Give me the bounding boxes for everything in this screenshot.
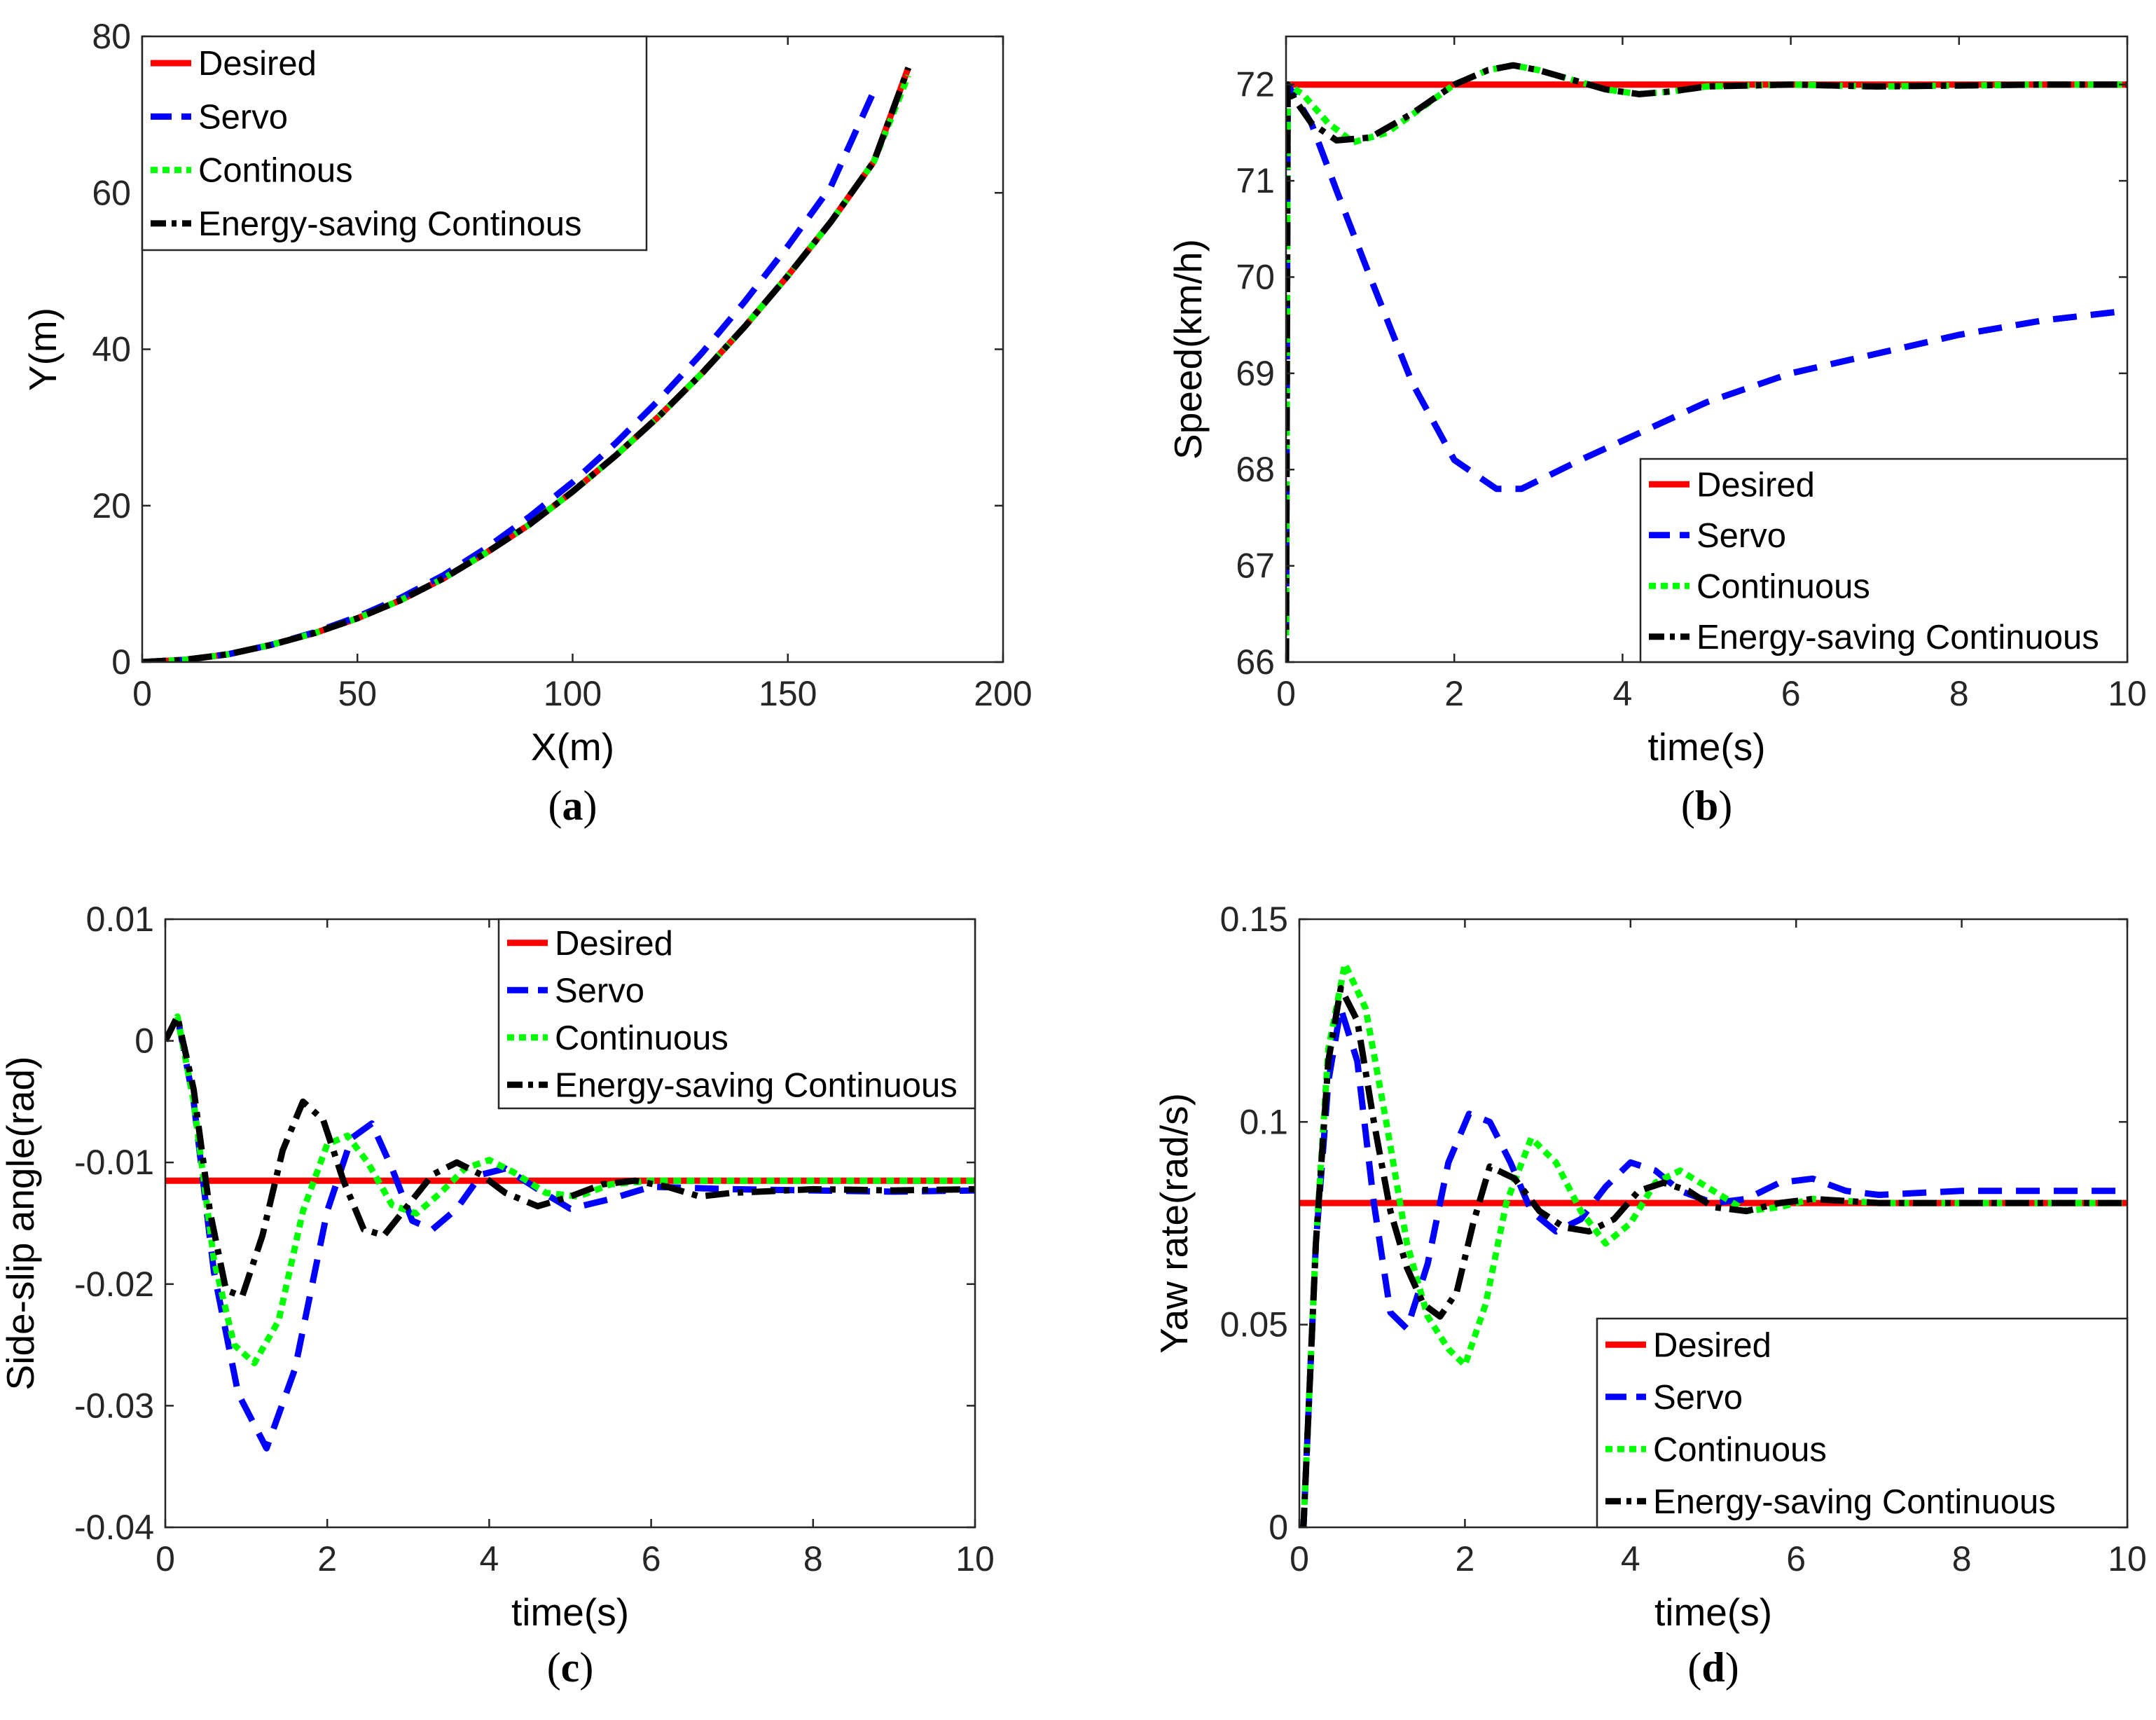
y-tick-label: 0 — [134, 1021, 154, 1061]
y-tick-label: 69 — [1236, 354, 1275, 393]
x-tick-label: 200 — [974, 674, 1032, 713]
legend: Desired Servo Continous Energy-saving Conti… — [141, 35, 648, 252]
series-line-servo — [1286, 81, 2127, 662]
y-tick-label: 0.15 — [1220, 900, 1288, 939]
legend-label: Desired — [1653, 1326, 1771, 1364]
x-axis-label: time(s) — [511, 1590, 629, 1634]
x-tick-label: 8 — [1952, 1539, 1972, 1578]
x-tick-label: 150 — [759, 674, 817, 713]
panel-caption: (b) — [1681, 783, 1732, 829]
x-tick-label: 4 — [479, 1539, 499, 1578]
legend-box — [1639, 457, 2129, 663]
x-tick-label: 0 — [1290, 1539, 1309, 1578]
x-axis-label: time(s) — [1647, 725, 1765, 769]
y-tick-label: 40 — [92, 330, 131, 369]
x-tick-label: 6 — [1786, 1539, 1806, 1578]
x-tick-label: 10 — [2108, 1539, 2147, 1578]
y-tick-label: 70 — [1236, 257, 1275, 296]
x-tick-label: 4 — [1612, 674, 1632, 713]
x-tick-label: 10 — [955, 1539, 995, 1578]
y-tick-label: 71 — [1236, 161, 1275, 200]
x-tick-label: 8 — [803, 1539, 823, 1578]
legend-label: Desired — [555, 925, 673, 963]
x-axis-label: time(s) — [1654, 1590, 1772, 1634]
x-tick-label: 2 — [1444, 674, 1464, 713]
series-group — [1286, 62, 2127, 662]
y-tick-label: -0.02 — [74, 1265, 154, 1304]
legend-box — [1596, 1317, 2129, 1529]
series-line-energy-saving-continuous — [1299, 984, 2127, 1527]
chart-panel-a: 0 50 100 150 200 0 20 40 60 80 X(m) Y(m) (a) Desired S… — [21, 17, 1032, 829]
legend-label: Energy-saving Continous — [198, 205, 581, 243]
x-tick-label: 6 — [642, 1539, 661, 1578]
y-tick-label: 68 — [1236, 450, 1275, 489]
x-tick-label: 10 — [2108, 674, 2147, 713]
panel-caption: (c) — [547, 1644, 594, 1691]
panel-caption: (a) — [548, 783, 597, 829]
legend-label: Energy-saving Continuous — [1697, 619, 2099, 656]
x-axis-label: X(m) — [531, 725, 614, 769]
y-axis-label: Yaw rate(rad/s) — [1152, 1093, 1196, 1354]
chart-panel-c: 0 2 4 6 8 10 -0.04 -0.03 -0.02 -0.01 0 0.01 time(s) S… — [0, 900, 995, 1691]
legend-label: Continuous — [1653, 1431, 1827, 1468]
x-tick-label: 8 — [1949, 674, 1969, 713]
legend-label: Continuous — [1697, 567, 1870, 605]
y-tick-label: 0 — [1269, 1508, 1288, 1547]
legend-label: Desired — [198, 45, 317, 83]
legend: Desired Servo Continuous Energy-saving Cont… — [497, 918, 976, 1110]
legend-label: Continuous — [555, 1019, 728, 1057]
y-tick-label: 67 — [1236, 546, 1275, 586]
y-tick-label: 72 — [1236, 65, 1275, 104]
x-tick-label: 2 — [317, 1539, 337, 1578]
legend-label: Energy-saving Continuous — [1653, 1483, 2056, 1521]
legend: Desired Servo Continuous Energy-saving Cont… — [1596, 1317, 2129, 1529]
y-axis-label: Speed(km/h) — [1166, 239, 1210, 460]
legend-label: Servo — [555, 972, 644, 1010]
legend-label: Desired — [1697, 466, 1815, 504]
series-group — [1299, 961, 2127, 1527]
legend-box — [141, 35, 648, 252]
y-tick-label: 66 — [1236, 642, 1275, 682]
y-axis-label: Side-slip angle(rad) — [0, 1057, 42, 1391]
x-tick-label: 50 — [338, 674, 377, 713]
x-tick-label: 100 — [544, 674, 602, 713]
chart-panel-d: 0 2 4 6 8 10 0 0.05 0.1 0.15 time(s) Yaw rate(rad/s… — [1152, 900, 2147, 1691]
x-tick-label: 6 — [1781, 674, 1801, 713]
chart-panel-b: 0 2 4 6 8 1066676869707172time(s)Speed(km/h)(… — [1166, 35, 2147, 829]
x-tick-label: 0 — [1276, 674, 1296, 713]
legend-box — [497, 918, 976, 1110]
x-tick-label: 0 — [132, 674, 152, 713]
legend-label: Servo — [1697, 517, 1786, 555]
legend: Desired Servo Continuous Energy-saving Cont… — [1639, 457, 2129, 663]
x-tick-label: 0 — [156, 1539, 175, 1578]
y-tick-label: -0.04 — [74, 1508, 154, 1547]
legend-label: Continous — [198, 152, 353, 190]
series-line-continuous — [1286, 62, 2127, 662]
y-tick-label: 0 — [111, 642, 131, 682]
series-line-energy-saving-continous — [142, 67, 912, 662]
y-tick-label: -0.03 — [74, 1386, 154, 1425]
series-group — [165, 1013, 975, 1452]
series-line-servo — [1299, 1005, 2127, 1527]
y-axis-label: Y(m) — [21, 308, 64, 391]
legend-label: Servo — [198, 98, 288, 136]
series-line-energy-saving-continuous — [165, 1013, 975, 1300]
y-tick-label: 60 — [92, 173, 131, 212]
y-tick-label: -0.01 — [74, 1143, 154, 1182]
x-tick-label: 4 — [1621, 1539, 1640, 1578]
panel-caption: (d) — [1687, 1644, 1739, 1691]
x-tick-label: 2 — [1455, 1539, 1474, 1578]
legend-label: Energy-saving Continuous — [555, 1066, 958, 1104]
y-tick-label: 0.1 — [1239, 1102, 1288, 1141]
y-tick-label: 80 — [92, 17, 131, 56]
legend-label: Servo — [1653, 1379, 1743, 1417]
y-tick-label: 0.01 — [86, 900, 154, 939]
series-group — [142, 67, 912, 662]
y-tick-label: 20 — [92, 486, 131, 525]
y-tick-label: 0.05 — [1220, 1305, 1288, 1344]
